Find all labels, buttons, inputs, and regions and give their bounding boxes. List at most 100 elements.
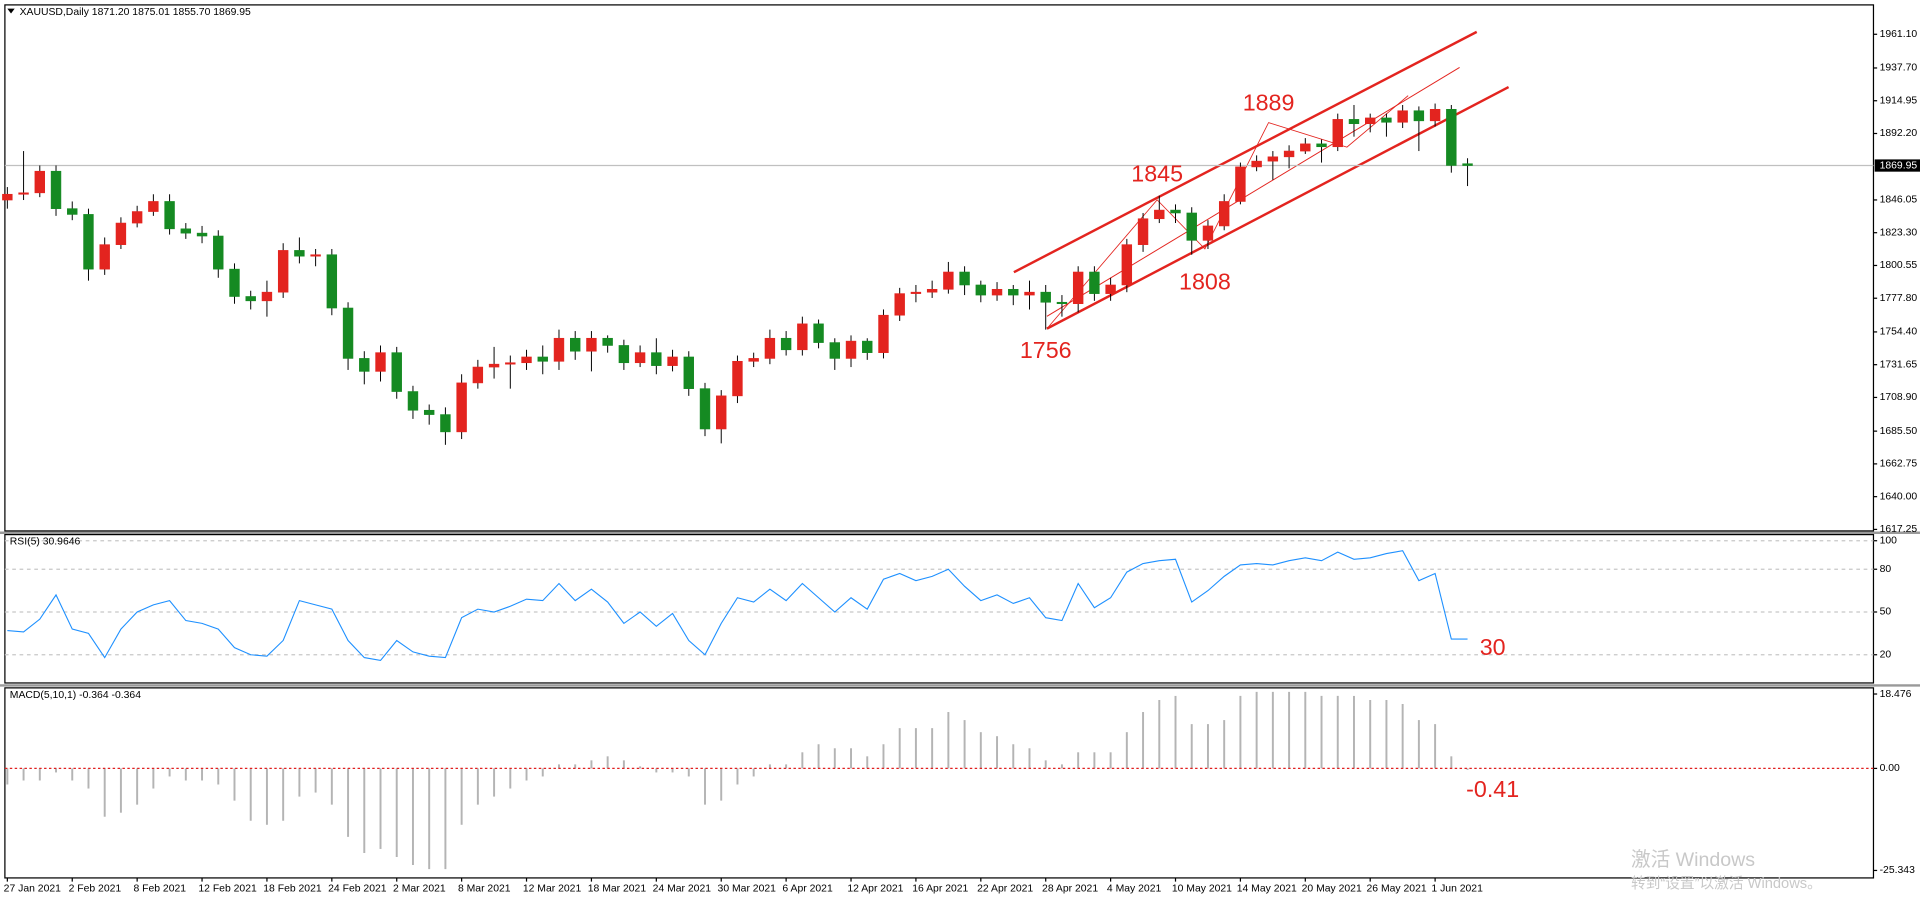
- candle-body: [67, 208, 78, 215]
- candle-body: [991, 288, 1003, 296]
- x-tick-label: 10 May 2021: [1172, 884, 1232, 895]
- candle-body: [1008, 288, 1019, 296]
- candle-body: [164, 201, 175, 230]
- candle-body: [716, 395, 727, 430]
- candle-body: [1202, 225, 1214, 241]
- candle-body: [1381, 117, 1392, 123]
- candle-body: [375, 352, 386, 372]
- candle-body: [148, 201, 159, 212]
- annotation: 1756: [1020, 337, 1072, 363]
- candle-body: [472, 366, 484, 384]
- x-tick-label: 14 May 2021: [1237, 884, 1297, 895]
- candle-body: [926, 288, 938, 293]
- candle-body: [456, 382, 467, 433]
- candle-body: [1056, 301, 1068, 305]
- y-tick-label: 1961.10: [1880, 29, 1918, 40]
- y-tick-label: 1937.70: [1880, 63, 1918, 74]
- x-tick-label: 8 Mar 2021: [458, 884, 511, 895]
- candle-body: [1218, 201, 1230, 227]
- annotation: 30: [1480, 634, 1506, 660]
- candle-body: [18, 192, 29, 195]
- y-tick-label: 1777.80: [1880, 293, 1918, 304]
- candle-body: [2, 193, 13, 201]
- candle-body: [310, 254, 321, 257]
- candle-body: [975, 284, 987, 296]
- x-tick-label: 26 May 2021: [1367, 884, 1427, 895]
- candle-body: [50, 170, 62, 209]
- candle-body: [196, 232, 208, 237]
- y-tick-label: 1617.25: [1880, 524, 1918, 535]
- candle-body: [732, 360, 743, 397]
- channel-lower: [1046, 85, 1510, 330]
- candle-body: [1283, 150, 1295, 158]
- candle-body: [1121, 244, 1133, 286]
- candle-body: [845, 340, 857, 359]
- annotation: 1889: [1243, 89, 1295, 115]
- candle-body: [1429, 108, 1441, 122]
- y-tick-label: 1662.75: [1880, 459, 1918, 470]
- x-tick-label: 12 Mar 2021: [523, 884, 582, 895]
- x-tick-label: 30 Mar 2021: [718, 884, 777, 895]
- candle-body: [407, 391, 419, 411]
- candle-body: [1462, 163, 1473, 166]
- candle-body: [1397, 110, 1408, 123]
- y-tick-label: 50: [1880, 607, 1892, 618]
- y-tick-label: 1731.65: [1880, 359, 1918, 370]
- y-tick-label: 1640.00: [1880, 491, 1918, 502]
- y-tick-label: 18.476: [1880, 689, 1912, 700]
- last-price-label: 1869.95: [1880, 160, 1918, 171]
- y-tick-label: 80: [1880, 564, 1892, 575]
- last-price-box: [1874, 159, 1920, 172]
- y-tick-label: 1892.20: [1880, 128, 1918, 139]
- candle-body: [586, 337, 597, 352]
- candle-body: [959, 271, 970, 286]
- y-tick-label: 1823.30: [1880, 227, 1918, 238]
- candle-body: [553, 337, 565, 362]
- rsi-panel: [4, 533, 1875, 684]
- macd-header: MACD(5,10,1) -0.364 -0.364: [10, 690, 141, 701]
- x-tick-label: 1 Jun 2021: [1431, 884, 1483, 895]
- candle-body: [780, 337, 792, 351]
- x-tick-label: 27 Jan 2021: [4, 884, 61, 895]
- y-tick-label: 1914.95: [1880, 95, 1918, 106]
- x-tick-label: 8 Feb 2021: [133, 884, 186, 895]
- candle-body: [1300, 143, 1311, 152]
- candle-body: [391, 352, 402, 392]
- candle-body: [1267, 156, 1279, 162]
- y-tick-label: 1846.05: [1880, 195, 1918, 206]
- candle-body: [261, 291, 273, 302]
- candle-body: [505, 362, 516, 365]
- channel-middle: [1046, 67, 1460, 317]
- candle-body: [294, 250, 305, 257]
- candle-body: [180, 228, 192, 234]
- candle-body: [683, 356, 694, 389]
- main-panel: [4, 4, 1875, 532]
- candle-body: [878, 314, 889, 353]
- watermark: 激活 Windows: [1631, 849, 1755, 871]
- candle-body: [537, 356, 548, 362]
- candle-body: [570, 337, 581, 352]
- candle-body: [894, 293, 905, 316]
- candle-body: [213, 235, 224, 270]
- candle-body: [359, 358, 370, 372]
- annotation: 1845: [1131, 160, 1183, 186]
- candle-body: [829, 342, 840, 359]
- candle-body: [326, 254, 338, 309]
- rsi-header: RSI(5) 30.9646: [10, 537, 81, 548]
- candle-body: [277, 250, 289, 293]
- candle-body: [1186, 212, 1197, 241]
- y-tick-label: 1754.40: [1880, 327, 1918, 338]
- dropdown-icon: [7, 8, 15, 14]
- y-tick-label: 20: [1880, 649, 1892, 660]
- candle-body: [748, 358, 759, 362]
- y-tick-label: -25.343: [1880, 865, 1915, 876]
- candle-body: [699, 388, 711, 430]
- candle-body: [602, 337, 613, 346]
- candle-body: [229, 268, 240, 297]
- candle-body: [862, 340, 873, 353]
- candle-body: [1024, 291, 1035, 296]
- candle-body: [797, 323, 808, 351]
- candle-body: [1446, 108, 1457, 166]
